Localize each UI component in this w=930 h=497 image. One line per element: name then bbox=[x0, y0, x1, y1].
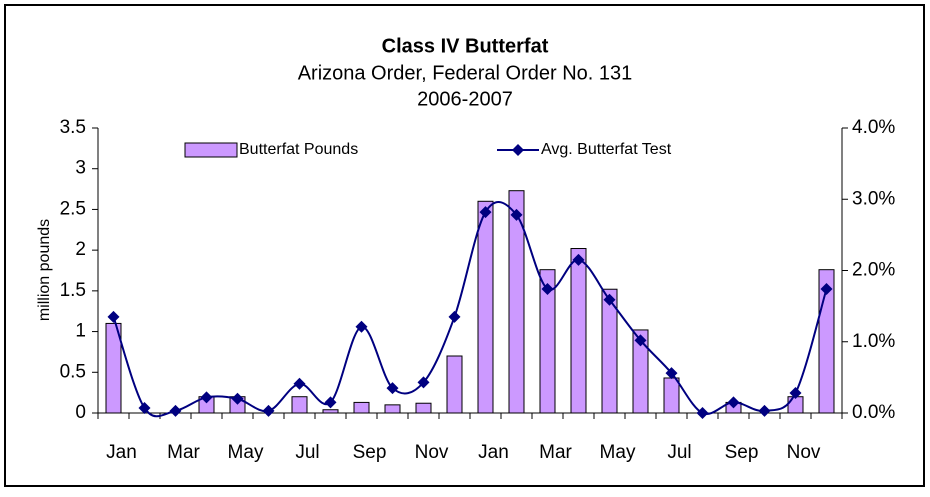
x-tick-label: Jan bbox=[106, 442, 137, 463]
x-tick-label: Nov bbox=[787, 442, 821, 463]
chart-subtitle: Arizona Order, Federal Order No. 131 bbox=[298, 62, 633, 84]
bar bbox=[601, 288, 618, 414]
chart-title: Class IV Butterfat bbox=[382, 35, 549, 57]
marker bbox=[417, 376, 430, 389]
bar bbox=[446, 355, 463, 414]
legend-swatch bbox=[512, 144, 524, 156]
marker bbox=[262, 404, 275, 417]
bar bbox=[787, 396, 804, 414]
x-tick-label: May bbox=[228, 442, 264, 463]
bar bbox=[415, 402, 432, 414]
y-tick-label: 1.5 bbox=[60, 280, 86, 301]
marker bbox=[386, 382, 399, 395]
marker bbox=[107, 310, 120, 323]
y-tick-label: 3.5 bbox=[60, 117, 86, 138]
x-tick-label: May bbox=[600, 442, 636, 463]
x-tick-label: Sep bbox=[353, 442, 387, 463]
y-axis-label: million pounds bbox=[36, 219, 53, 321]
marker bbox=[324, 396, 337, 409]
marker bbox=[634, 334, 647, 347]
marker bbox=[665, 367, 678, 380]
x-tick-label: Jul bbox=[295, 442, 319, 463]
x-tick-label: Sep bbox=[725, 442, 759, 463]
bar bbox=[632, 329, 649, 414]
marker bbox=[138, 402, 151, 415]
marker bbox=[200, 391, 213, 404]
marker bbox=[448, 310, 461, 323]
chart-border bbox=[4, 4, 925, 487]
bar bbox=[322, 409, 339, 414]
bar bbox=[663, 377, 680, 414]
y-tick-label: 2.5 bbox=[60, 198, 86, 219]
marker bbox=[479, 206, 492, 219]
marker bbox=[169, 404, 182, 417]
y-tick-label: 1 bbox=[75, 321, 86, 342]
bar bbox=[477, 200, 494, 414]
x-tick-label: Nov bbox=[415, 442, 449, 463]
y-tick-label: 3 bbox=[75, 158, 86, 179]
y2-tick-label: 2.0% bbox=[852, 260, 895, 281]
y-tick-label: 0.5 bbox=[60, 361, 86, 382]
marker bbox=[231, 392, 244, 405]
bar bbox=[508, 190, 525, 414]
bar bbox=[353, 401, 370, 414]
legend-label: Avg. Butterfat Test bbox=[541, 141, 672, 158]
y2-tick-label: 0.0% bbox=[852, 402, 895, 423]
marker bbox=[789, 387, 802, 400]
x-tick-label: Jul bbox=[667, 442, 691, 463]
y2-tick-label: 3.0% bbox=[852, 188, 895, 209]
x-tick-label: Mar bbox=[539, 442, 572, 463]
x-tick-label: Mar bbox=[167, 442, 200, 463]
legend-swatch bbox=[184, 142, 238, 158]
marker bbox=[820, 283, 833, 296]
x-tick-label: Jan bbox=[478, 442, 509, 463]
marker bbox=[696, 407, 709, 419]
marker bbox=[355, 320, 368, 333]
marker bbox=[510, 208, 523, 221]
marker bbox=[758, 404, 771, 417]
y2-tick-label: 1.0% bbox=[852, 331, 895, 352]
marker bbox=[572, 253, 585, 266]
y-tick-label: 2 bbox=[75, 239, 86, 260]
legend-label: Butterfat Pounds bbox=[239, 141, 358, 158]
marker bbox=[541, 283, 554, 296]
marker bbox=[293, 377, 306, 390]
bar bbox=[570, 248, 587, 414]
y-tick-label: 0 bbox=[75, 402, 86, 423]
bar bbox=[105, 322, 122, 414]
marker bbox=[727, 396, 740, 409]
marker bbox=[603, 293, 616, 306]
chart-subtitle: 2006-2007 bbox=[417, 88, 513, 110]
y2-tick-label: 4.0% bbox=[852, 117, 895, 138]
bar bbox=[291, 396, 308, 414]
bar bbox=[384, 404, 401, 414]
bar bbox=[539, 269, 556, 414]
